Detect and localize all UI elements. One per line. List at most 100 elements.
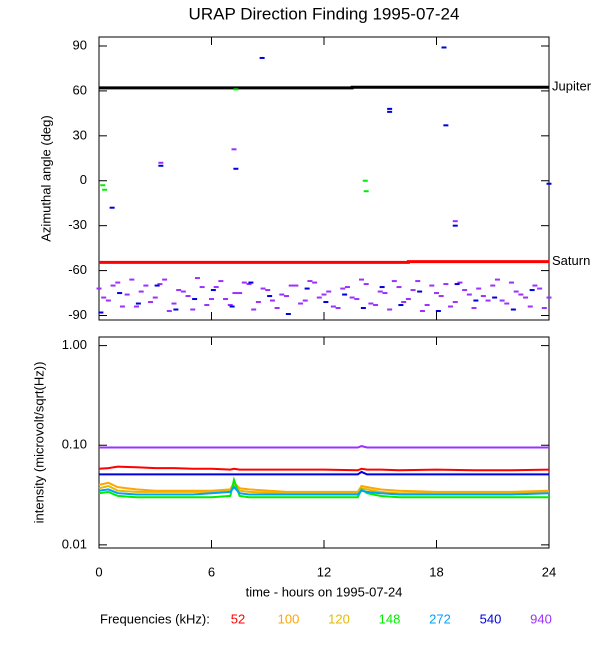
point — [391, 280, 397, 283]
point — [115, 281, 121, 284]
point — [255, 301, 261, 304]
point — [185, 295, 191, 298]
point — [105, 299, 111, 302]
point — [360, 307, 366, 310]
point — [382, 292, 388, 295]
point — [233, 167, 239, 170]
point — [396, 286, 402, 289]
point — [546, 296, 552, 299]
point — [157, 283, 163, 286]
y-tick-label: -30 — [68, 217, 87, 232]
point — [340, 287, 346, 290]
point — [307, 280, 313, 283]
point — [335, 307, 341, 310]
line — [98, 465, 550, 472]
point — [209, 298, 214, 301]
point — [513, 290, 519, 293]
point — [344, 286, 350, 289]
point — [326, 290, 332, 293]
plot-frame — [98, 36, 550, 321]
point — [194, 277, 200, 280]
point — [349, 296, 355, 299]
line — [99, 445, 549, 449]
legend-label: 940 — [530, 611, 552, 626]
point — [492, 296, 498, 299]
point — [134, 305, 139, 308]
point — [154, 284, 160, 287]
point — [452, 220, 458, 223]
point — [363, 190, 369, 193]
point — [485, 299, 491, 302]
point — [435, 310, 441, 313]
point — [213, 286, 219, 289]
point — [304, 287, 310, 290]
point — [466, 293, 472, 296]
point — [284, 295, 289, 298]
point — [265, 289, 271, 292]
point — [180, 290, 186, 293]
point — [129, 278, 135, 281]
point — [499, 299, 505, 302]
point — [518, 293, 524, 296]
legend-label: 148 — [379, 611, 401, 626]
point — [342, 293, 348, 296]
y-axis-label: intensity (microvolt/sqrt(Hz)) — [31, 362, 46, 524]
legend-label: 272 — [429, 611, 451, 626]
point — [110, 284, 116, 287]
line-label: Saturn — [552, 253, 590, 268]
point — [490, 284, 496, 287]
point — [269, 299, 275, 302]
point — [443, 124, 449, 127]
point — [452, 301, 458, 304]
point — [293, 284, 299, 287]
y-tick-label: 0.10 — [62, 437, 87, 452]
point — [298, 302, 304, 305]
point — [419, 310, 425, 313]
point — [138, 290, 144, 293]
point — [330, 305, 336, 308]
legend-title: Frequencies (kHz): — [100, 611, 210, 626]
point — [227, 304, 233, 307]
point — [417, 290, 423, 293]
point — [117, 292, 123, 295]
point — [362, 179, 368, 182]
x-axis-label: time - hours on 1995-07-24 — [246, 584, 403, 599]
point — [204, 304, 210, 307]
point — [229, 305, 235, 308]
point — [96, 287, 102, 290]
point — [246, 283, 252, 286]
point — [102, 188, 108, 191]
point — [218, 280, 224, 283]
point — [462, 289, 468, 292]
point — [410, 289, 416, 292]
point — [398, 304, 404, 307]
line — [98, 476, 549, 499]
point — [162, 278, 168, 281]
point — [176, 289, 182, 292]
line — [98, 485, 550, 496]
point — [119, 305, 125, 308]
point — [363, 283, 369, 286]
point — [192, 298, 198, 301]
point — [448, 305, 454, 308]
point — [434, 292, 439, 295]
point — [101, 296, 107, 299]
y-tick-label: 60 — [73, 82, 87, 97]
point — [312, 281, 318, 284]
point — [387, 308, 393, 311]
point — [527, 305, 533, 308]
point — [473, 299, 479, 302]
x-tick-label: 0 — [95, 564, 102, 579]
point — [135, 302, 141, 305]
point — [379, 286, 385, 289]
point — [260, 287, 266, 290]
point — [510, 308, 516, 311]
point — [171, 302, 177, 305]
point — [405, 298, 411, 301]
point — [232, 292, 238, 295]
legend-label: 52 — [231, 611, 245, 626]
point — [259, 56, 265, 59]
chart-title: URAP Direction Finding 1995-07-24 — [189, 4, 460, 23]
point — [241, 281, 247, 284]
point — [231, 148, 237, 151]
